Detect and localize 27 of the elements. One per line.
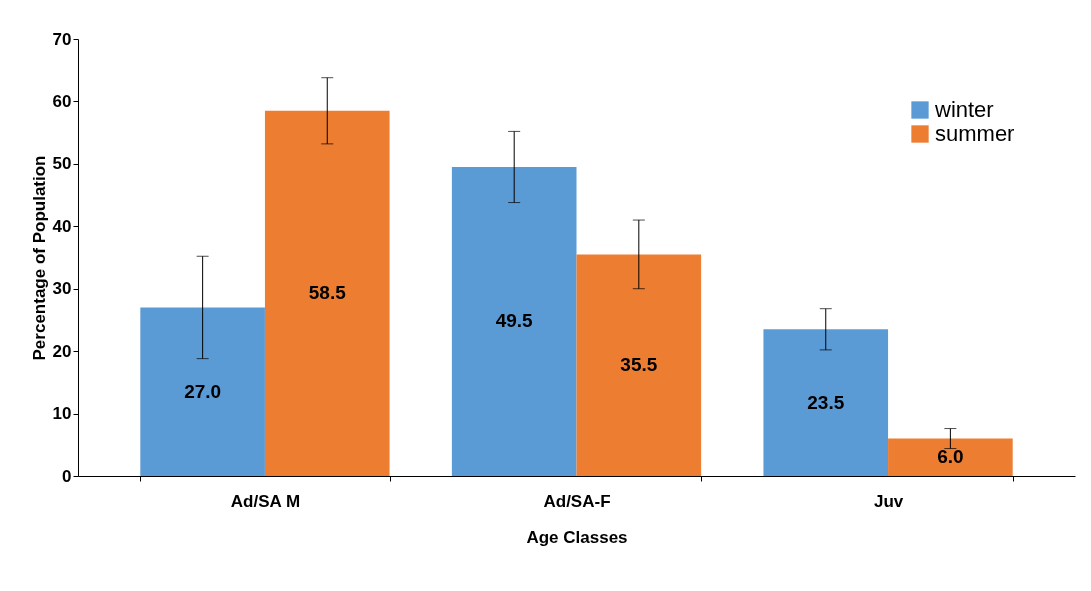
x-tick-label: Juv bbox=[873, 491, 904, 511]
x-tick-label: Ad/SA-F bbox=[543, 491, 611, 511]
bar bbox=[888, 438, 1013, 476]
y-tick-label: 20 bbox=[52, 341, 72, 361]
y-axis-title: Percentage of Population bbox=[29, 155, 49, 361]
y-tick-label: 10 bbox=[52, 404, 72, 424]
y-tick-label: 70 bbox=[52, 29, 72, 49]
x-tick-label: Ad/SA M bbox=[230, 491, 301, 511]
y-tick-label: 30 bbox=[52, 279, 72, 299]
y-tick-label: 0 bbox=[62, 466, 72, 486]
bar bbox=[763, 329, 889, 476]
data-label: 27.0 bbox=[184, 380, 222, 402]
data-label: 58.5 bbox=[308, 282, 347, 304]
y-tick-label: 50 bbox=[52, 154, 72, 174]
y-tick-label: 40 bbox=[52, 216, 72, 236]
bar bbox=[140, 307, 265, 476]
y-tick-label: 60 bbox=[52, 91, 72, 111]
data-label: 6.0 bbox=[937, 446, 964, 468]
bar bbox=[576, 254, 702, 476]
legend-label: summer bbox=[935, 121, 1015, 146]
data-label: 49.5 bbox=[495, 310, 534, 332]
legend-label: winter bbox=[934, 97, 994, 122]
bar bbox=[451, 166, 577, 476]
x-axis-title: Age Classes bbox=[526, 527, 628, 547]
bar bbox=[264, 110, 390, 476]
data-label: 23.5 bbox=[807, 391, 845, 413]
data-label: 35.5 bbox=[620, 354, 658, 376]
